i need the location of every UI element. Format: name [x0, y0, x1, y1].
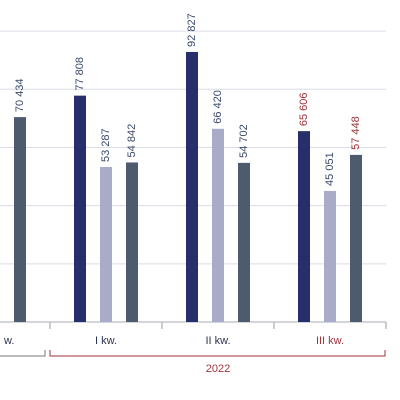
value-label: 57 448	[350, 116, 362, 150]
value-label: 54 842	[126, 124, 138, 158]
bar	[74, 95, 86, 323]
bar	[238, 162, 250, 322]
bar	[298, 131, 310, 322]
year-bracket	[49, 350, 386, 357]
bar	[186, 51, 198, 322]
x-tick-label: II kw.	[205, 335, 230, 347]
bar	[126, 162, 138, 322]
value-label: 77 808	[74, 57, 86, 91]
value-label: 53 287	[100, 128, 112, 162]
value-label: 54 702	[238, 124, 250, 158]
value-label: 66 420	[212, 90, 224, 124]
bar	[14, 117, 26, 322]
bar	[212, 128, 224, 322]
x-tick-label: III kw.	[316, 335, 344, 347]
bar	[324, 190, 336, 322]
bar	[100, 166, 112, 322]
value-label: 70 434	[14, 78, 26, 112]
year-bracket	[0, 350, 46, 357]
x-tick-label: w.	[3, 335, 14, 347]
value-label: 92 827	[186, 13, 198, 47]
bar	[350, 154, 362, 322]
x-tick-label: I kw.	[95, 335, 117, 347]
value-label: 65 606	[298, 92, 310, 126]
value-label: 45 051	[324, 152, 336, 186]
group-label: 2022	[206, 363, 230, 375]
